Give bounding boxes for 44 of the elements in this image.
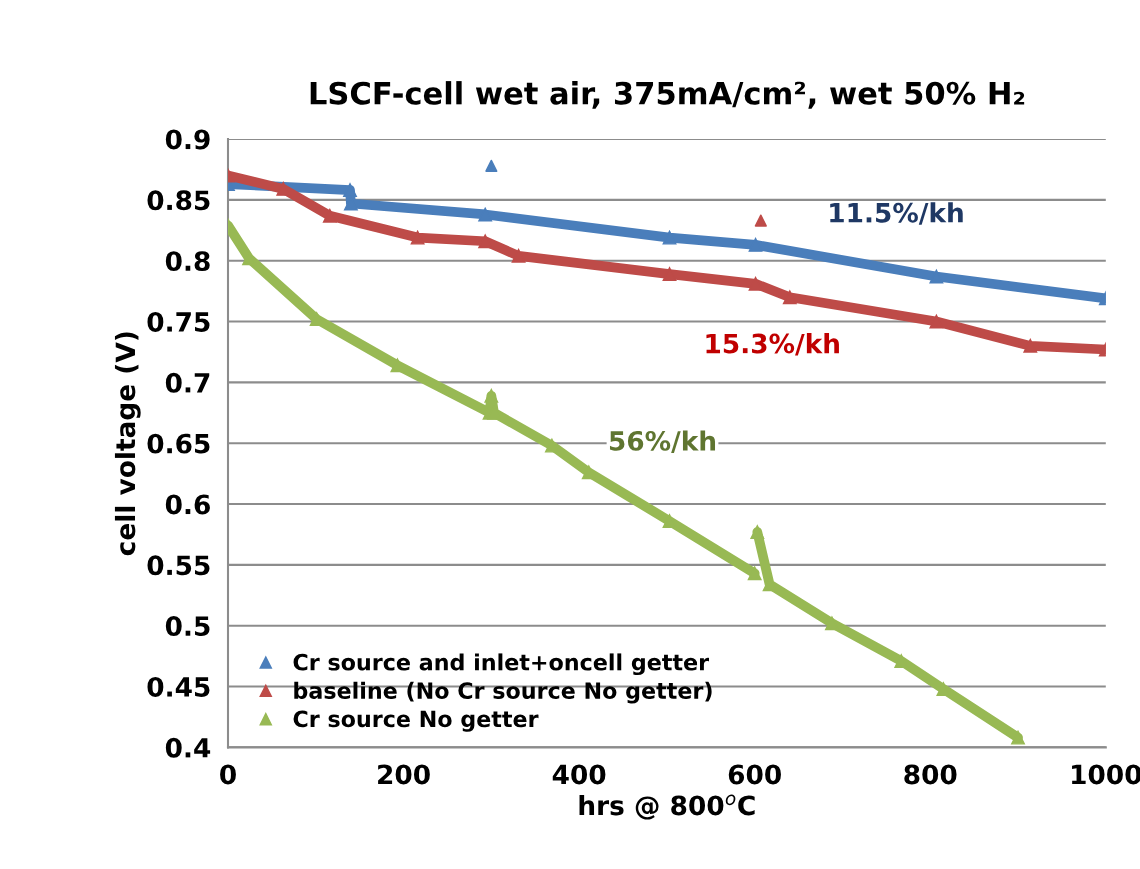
point: [662, 230, 677, 245]
point: [662, 267, 677, 282]
y-tick-label: 0.8: [165, 251, 210, 272]
y-tick-label: 0.45: [147, 676, 210, 697]
legend-label: baseline (No Cr source No getter): [294, 681, 712, 704]
point: [511, 248, 526, 263]
y-tick-label: 0.5: [165, 616, 210, 637]
x-tick-label: 0: [220, 764, 236, 785]
point: [754, 214, 767, 227]
point: [485, 159, 498, 172]
y-tick-label: 0.85: [147, 190, 210, 211]
annotation: 56%/kh: [609, 430, 716, 453]
point: [929, 314, 944, 329]
x-tick-label: 200: [378, 764, 430, 785]
x-axis-title: hrs @ 800$^{o}$C: [579, 794, 755, 820]
y-tick-label: 0.6: [165, 494, 210, 515]
point: [322, 208, 337, 223]
point: [750, 525, 765, 539]
point: [748, 276, 763, 291]
y-tick-label: 0.55: [147, 555, 210, 576]
legend-label: Cr source No getter: [293, 710, 539, 732]
point: [782, 290, 797, 305]
chart-title: LSCF-cell wet air, 375mA/cm², wet 50% H₂: [310, 81, 1025, 109]
point: [410, 230, 425, 245]
y-tick-label: 0.65: [147, 433, 210, 454]
y-tick-label: 0.4: [165, 737, 211, 758]
x-tick-label: 600: [728, 764, 781, 785]
legend-label: Cr source and inlet+oncell getter: [293, 653, 710, 676]
y-tick-label: 0.9: [165, 129, 210, 150]
point: [1011, 730, 1025, 745]
x-tick-label: 400: [552, 764, 606, 785]
y-axis-title: cell voltage (V): [114, 332, 141, 556]
y-tick-label: 0.75: [147, 311, 210, 332]
annotation: 15.3%/kh: [706, 333, 839, 356]
point: [343, 183, 357, 198]
point: [478, 207, 493, 222]
point: [747, 566, 762, 581]
annotation: 11.5%/kh: [830, 202, 963, 225]
point: [748, 237, 763, 252]
point: [929, 269, 944, 284]
point: [1023, 338, 1038, 353]
point: [484, 388, 499, 403]
y-tick-label: 0.7: [165, 372, 210, 393]
x-tick-label: 800: [904, 764, 957, 785]
